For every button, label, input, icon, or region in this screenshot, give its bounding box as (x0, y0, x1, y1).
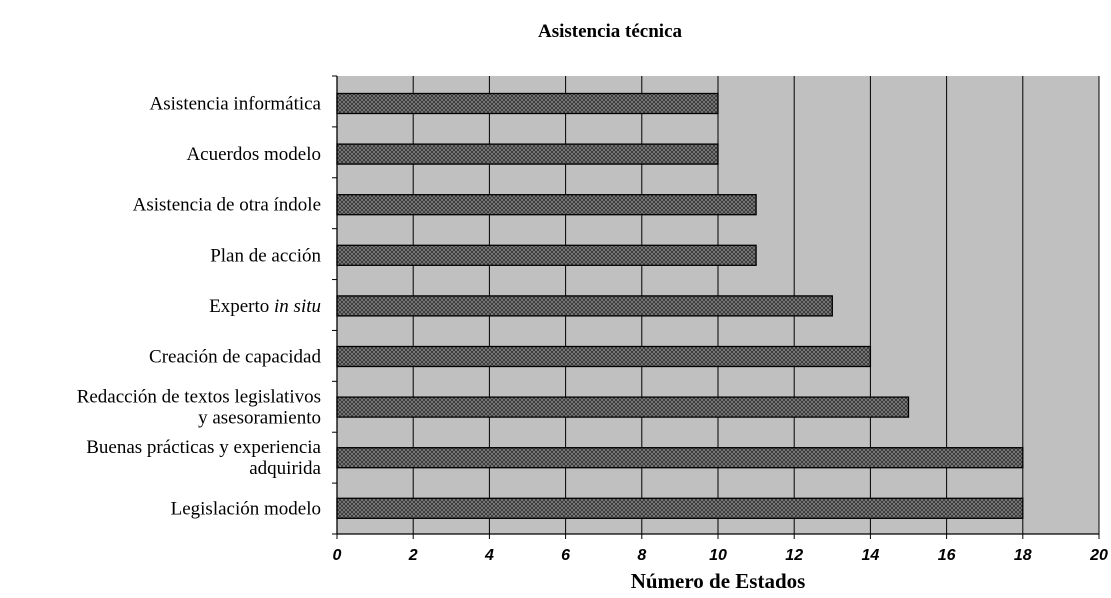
x-tick-label: 14 (862, 547, 880, 564)
category-label-text: Asistencia de otra índole (133, 195, 321, 216)
bar (336, 447, 1024, 469)
bar (336, 497, 1024, 519)
category-label-italic: in situ (274, 296, 321, 317)
bar (336, 345, 872, 368)
category-label: Creación de capacidad (149, 347, 321, 368)
category-label: Redacción de textos legislativos (77, 387, 321, 408)
category-label-text: adquirida (249, 458, 321, 479)
bar (336, 244, 757, 266)
category-label-text: Creación de capacidad (149, 347, 321, 368)
x-tick-label: 8 (637, 547, 646, 564)
category-label-text: Redacción de textos legislativos (77, 387, 321, 408)
category-label-text: Asistencia informática (150, 94, 322, 115)
x-tick-label: 12 (785, 547, 803, 564)
x-tick-labels: 0 2 4 6 8 10 12 14 16 18 20 (333, 547, 1108, 564)
category-label: Experto in situ (209, 296, 321, 317)
bar (336, 396, 910, 418)
x-tick-label: 18 (1014, 547, 1032, 564)
x-tick-label: 10 (709, 547, 727, 564)
x-tick-label: 20 (1089, 547, 1108, 564)
category-label: Asistencia informática (150, 94, 322, 115)
category-label: adquirida (249, 458, 321, 479)
category-label-text: Acuerdos modelo (186, 144, 321, 165)
x-tick-label: 4 (484, 547, 494, 564)
x-axis-label: Número de Estados (631, 569, 806, 593)
category-label: Legislación modelo (171, 498, 321, 519)
category-label-text: Plan de acción (210, 245, 321, 266)
category-label: Asistencia de otra índole (133, 195, 321, 216)
category-label: Buenas prácticas y experiencia (86, 437, 321, 458)
axes (332, 75, 1100, 539)
category-label-text: y asesoramiento (198, 408, 321, 429)
chart-title: Asistencia técnica (538, 21, 683, 42)
category-label: Plan de acción (210, 245, 321, 266)
category-label: y asesoramiento (198, 408, 321, 429)
x-tick-label: 0 (333, 547, 342, 564)
x-tick-label: 6 (561, 547, 570, 564)
bar (336, 194, 757, 216)
category-label-text: Legislación modelo (171, 498, 321, 519)
category-labels: Asistencia informática Acuerdos modelo Asi… (77, 94, 322, 520)
x-tick-label: 16 (938, 547, 956, 564)
category-label: Acuerdos modelo (186, 144, 321, 165)
bar (336, 143, 719, 165)
category-label-text: Buenas prácticas y experiencia (86, 437, 321, 458)
x-tick-label: 2 (408, 547, 418, 564)
bar (336, 295, 833, 317)
bar (336, 92, 719, 115)
category-label-text: Experto (209, 296, 274, 317)
